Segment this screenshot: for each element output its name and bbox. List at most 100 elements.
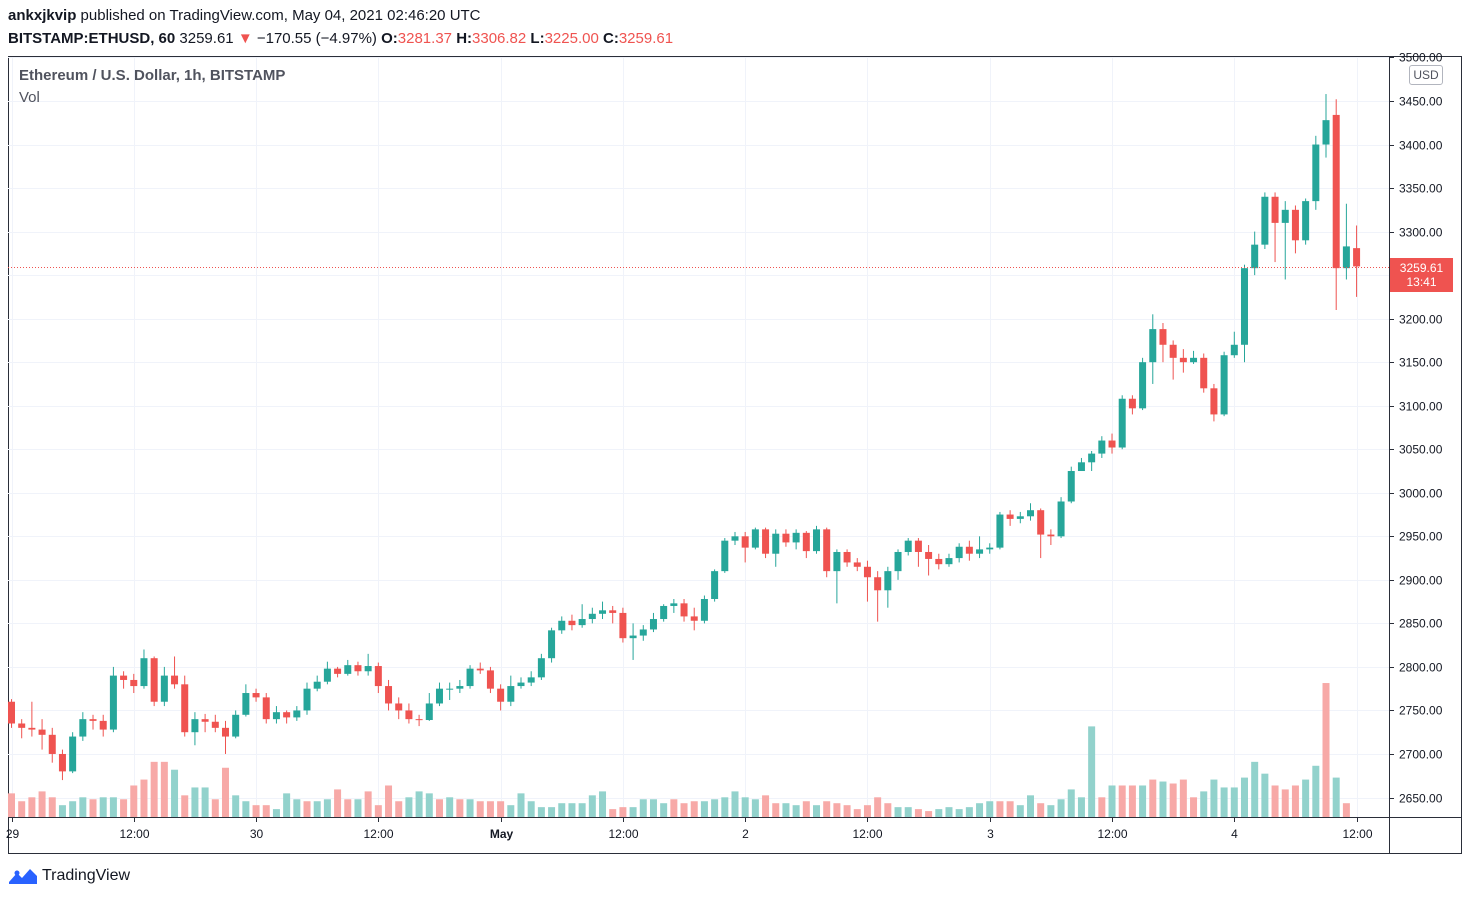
volume-bar <box>1088 726 1096 817</box>
price-tick-label: 2700.00 <box>1399 748 1443 762</box>
candle-body <box>211 721 219 728</box>
close-value: 3259.61 <box>618 30 674 47</box>
volume-bar <box>466 799 474 817</box>
volume-bar <box>191 787 199 817</box>
time-tick-label: 2 <box>742 827 749 841</box>
volume-bar <box>303 801 311 817</box>
price-tick-label: 3050.00 <box>1399 443 1443 457</box>
candle-body <box>28 727 36 730</box>
candle-body <box>517 682 525 687</box>
candle-body <box>283 712 291 718</box>
price-tick-label: 3400.00 <box>1399 139 1443 153</box>
time-tick-label: 30 <box>250 827 264 841</box>
volume-bar <box>863 805 871 817</box>
high-value: 3306.82 <box>472 30 527 47</box>
volume-bar <box>874 797 882 817</box>
grid-lines <box>8 57 1389 817</box>
candle-body <box>976 549 984 554</box>
volume-bar <box>211 799 219 817</box>
volume-bar <box>914 809 922 817</box>
time-tick-label: 12:00 <box>1097 827 1127 841</box>
candle-body <box>639 629 647 636</box>
volume-bar <box>1057 799 1065 817</box>
candle-body <box>1169 344 1177 358</box>
volume-bar <box>904 807 912 817</box>
candle-body <box>558 620 566 631</box>
candle-body <box>334 668 342 674</box>
candle-body <box>619 612 627 639</box>
volume-bar <box>344 799 352 817</box>
volume-legend[interactable]: Vol <box>19 89 40 106</box>
candle-body <box>293 710 301 718</box>
candle-body <box>425 703 433 721</box>
candle-body <box>109 675 117 730</box>
time-tick-label: 12:00 <box>119 827 149 841</box>
tradingview-footer[interactable]: TradingView <box>8 866 130 886</box>
volume-bar <box>38 791 46 817</box>
volume-bar <box>293 799 301 817</box>
volume-bar <box>28 797 36 817</box>
tradingview-logo-icon <box>9 869 37 884</box>
volume-bar <box>18 801 26 817</box>
price-tick-label: 3100.00 <box>1399 400 1443 414</box>
volume-bar <box>1342 803 1350 817</box>
volume-bar <box>221 767 229 817</box>
volume-bar <box>925 811 933 817</box>
candle-body <box>1027 510 1034 517</box>
volume-bar <box>1159 781 1167 817</box>
last-price: 3259.61 <box>179 30 234 47</box>
candle-body <box>58 753 66 772</box>
candle-body <box>405 710 413 720</box>
candle-body <box>568 620 576 626</box>
candlesticks <box>8 94 1361 781</box>
candle-body <box>262 697 270 720</box>
price-tick-label: 2950.00 <box>1399 530 1443 544</box>
volume-bar <box>517 793 525 817</box>
volume-bar <box>385 785 393 817</box>
volume-bar <box>548 807 556 817</box>
candle-body <box>130 679 138 687</box>
candle-body <box>935 558 943 565</box>
candle-body <box>1322 120 1330 145</box>
volume-bar <box>823 801 831 817</box>
low-value: 3225.00 <box>544 30 599 47</box>
candle-body <box>415 719 423 721</box>
volume-bar <box>935 809 943 817</box>
candle-body <box>323 668 331 682</box>
symbol-name: BITSTAMP:ETHUSD, 60 <box>8 30 176 47</box>
publisher-name[interactable]: ankxjkvip <box>8 7 77 24</box>
volume-bar <box>996 801 1004 817</box>
volume-bars <box>8 683 1350 817</box>
time-tick-label: 3 <box>987 827 994 841</box>
volume-bar <box>782 803 790 817</box>
candle-body <box>385 686 393 704</box>
volume-bar <box>639 799 647 817</box>
volume-bar <box>884 803 892 817</box>
volume-bar <box>976 803 984 817</box>
low-label: L: <box>530 30 545 47</box>
chart-legend-title[interactable]: Ethereum / U.S. Dollar, 1h, BITSTAMP <box>19 67 286 84</box>
candle-body <box>588 613 596 620</box>
bar-countdown: 13:41 <box>1406 275 1437 289</box>
volume-bar <box>1027 795 1034 817</box>
candle-body <box>18 723 26 728</box>
price-tick-label: 3350.00 <box>1399 182 1443 196</box>
volume-bar <box>1179 779 1187 817</box>
candle-body <box>313 681 321 689</box>
volume-bar <box>181 795 189 817</box>
volume-bar <box>262 805 270 817</box>
volume-bar <box>1016 805 1024 817</box>
currency-button[interactable]: USD <box>1409 65 1443 85</box>
volume-bar <box>89 799 97 817</box>
volume-bar <box>629 807 637 817</box>
price-tick-label: 2800.00 <box>1399 661 1443 675</box>
candle-body <box>89 719 97 721</box>
time-axis: 29 12:00 30 12:00 May 12:00 2 12:00 3 12:00 4 12:00 <box>6 817 1373 841</box>
volume-bar <box>619 807 627 817</box>
candle-body <box>629 635 637 639</box>
volume-bar <box>558 803 566 817</box>
volume-bar <box>150 761 158 817</box>
chart-frame <box>8 56 1462 854</box>
volume-bar <box>1108 785 1116 817</box>
